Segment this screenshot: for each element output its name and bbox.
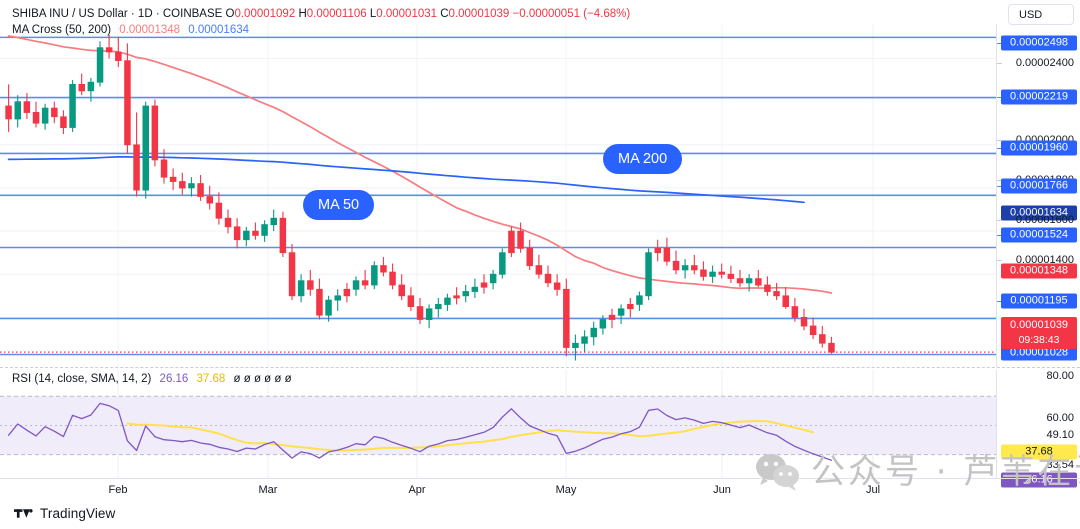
rsi-current-value: 26.16 [159,373,189,385]
currency-label: USD [1019,8,1043,21]
time-axis-tick-4: Jun [713,484,731,496]
price-axis-tick [997,148,1002,149]
rsi-axis-label-5[interactable]: 26.16 [1001,472,1077,488]
time-scale[interactable]: Feb Mar Apr May Jun Jul [0,478,1080,502]
tradingview-wordmark: TradingView [40,506,116,521]
ma-cross-legend-row[interactable]: MA Cross (50, 200) 0.00001348 0.00001634 [12,22,630,38]
legend-separator-1: · [130,8,135,20]
price-axis-tick [997,43,1002,44]
price-axis-label-6[interactable]: 0.00001766 [1001,178,1077,194]
rsi-axis-label-0: 80.00 [1046,370,1074,382]
pane-separator[interactable] [0,367,1080,368]
price-axis-label-9[interactable]: 0.00001524 [1001,227,1077,243]
interval-label[interactable]: 1D [137,8,153,20]
price-axis-tick [997,301,1002,302]
currency-button[interactable]: USD [1008,4,1074,25]
symbol-legend-row[interactable]: SHIBA INU / US Dollar · 1D · COINBASE O0… [12,6,630,22]
price-axis-label-4[interactable]: 0.00001960 [1001,140,1077,156]
price-axis-tick [997,63,1002,64]
ma200-badge[interactable]: MA 200 [603,144,683,174]
price-axis-tick [997,97,1002,98]
high-key: H [298,8,307,20]
price-axis-label-1: 0.00002400 [1015,57,1074,69]
tradingview-logo[interactable]: TradingView [14,506,115,521]
tradingview-mark-icon [14,509,33,518]
price-axis-tick [997,140,1002,141]
price-axis-label-13[interactable]: 0.00001028 [1001,345,1077,361]
price-axis-tick [997,186,1002,187]
price-axis-label-0[interactable]: 0.00002498 [1001,35,1077,51]
time-axis-tick-2: Apr [408,484,426,496]
rsi-axis-label-4: 33.54 [1046,459,1074,471]
rsi-axis-label-1: 60.00 [1046,412,1074,424]
rsi-axis-label-3[interactable]: 37.68 [1001,444,1077,460]
price-axis-tick [997,235,1002,236]
price-axis-label-10: 0.00001400 [1015,254,1074,266]
rsi-legend[interactable]: RSI (14, close, SMA, 14, 2) 26.16 37.68 … [12,371,292,387]
exchange-label[interactable]: COINBASE [162,8,223,20]
price-axis-tick [997,220,1002,221]
low-value: 0.00001031 [376,8,438,20]
time-axis-tick-3: May [555,484,577,496]
price-scale[interactable]: 0.000024980.000024000.000022190.00002000… [996,24,1080,367]
price-chart-canvas[interactable] [0,24,996,367]
rsi-pane[interactable] [0,370,996,478]
rsi-extra-values: ø ø ø ø ø ø [233,373,292,385]
chart-legend: SHIBA INU / US Dollar · 1D · COINBASE O0… [12,6,630,38]
rsi-sma-value: 37.68 [196,373,226,385]
ma50-value: 0.00001348 [119,24,181,36]
open-value: 0.00001092 [234,8,296,20]
price-axis-label-2[interactable]: 0.00002219 [1001,89,1077,105]
rsi-scale[interactable]: 80.00 60.00 49.10 37.68 33.54 26.16 [996,370,1080,488]
low-key: L [369,8,377,20]
time-axis-tick-0: Feb [108,484,128,496]
close-value: 0.00001039 [448,8,510,20]
rsi-chart-canvas[interactable] [0,370,996,478]
legend-separator-2: · [155,8,160,20]
price-pane[interactable] [0,24,996,367]
price-axis-label-12[interactable]: 0.00001195 [1001,293,1077,309]
price-axis-tick [997,180,1002,181]
price-axis-label-11[interactable]: 0.00001348 [1001,263,1077,279]
ma-cross-title[interactable]: MA Cross (50, 200) [12,24,112,36]
ma200-badge-label: MA 200 [618,151,668,167]
time-axis-tick-1: Mar [258,484,278,496]
ma50-badge[interactable]: MA 50 [303,190,375,220]
time-axis-tick-5: Jul [865,484,881,496]
current-price-value: 0.00001039 [1009,319,1069,331]
change-value: −0.00000051 (−4.68%) [512,8,631,20]
rsi-axis-label-2: 49.10 [1046,429,1074,441]
ma50-badge-label: MA 50 [318,197,360,213]
bar-countdown: 09:38:43 [1018,334,1060,346]
high-value: 0.00001106 [306,8,367,20]
ma200-value: 0.00001634 [188,24,250,36]
price-axis-label-8: 0.00001600 [1015,214,1074,226]
rsi-title[interactable]: RSI (14, close, SMA, 14, 2) [12,373,152,385]
price-axis-label-7[interactable]: 0.00001634 [1001,205,1077,221]
current-price-tag[interactable]: 0.00001039 09:38:43 [1001,317,1077,349]
price-axis-tick [997,260,1002,261]
symbol-name[interactable]: SHIBA INU / US Dollar [12,8,128,20]
close-key: C [440,8,449,20]
open-key: O [225,8,235,20]
